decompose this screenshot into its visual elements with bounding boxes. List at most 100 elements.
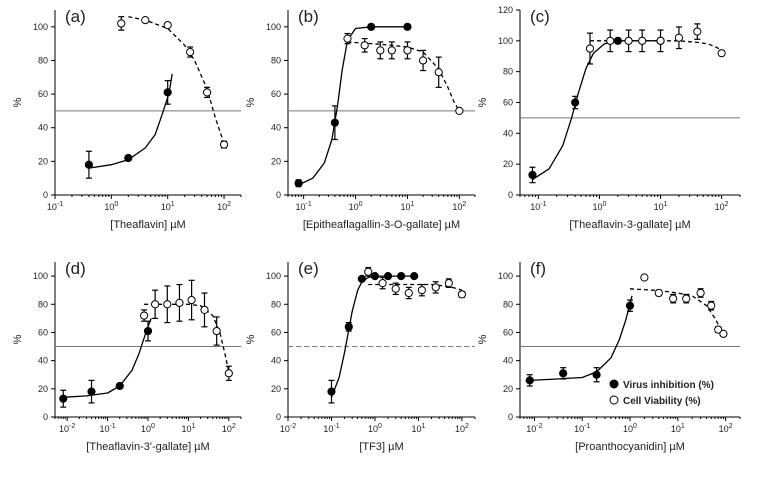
data-point-viability <box>151 300 160 309</box>
fit-curve-virus <box>88 73 173 169</box>
data-point-viability <box>219 140 229 149</box>
data-point-viability <box>640 273 649 282</box>
y-tick-label: 100 <box>266 22 281 32</box>
data-point-viability <box>200 305 209 315</box>
x-tick-exponent: 1 <box>171 201 175 208</box>
x-tick-mantissa: 10 <box>452 202 462 212</box>
panel-label: (c) <box>530 7 550 26</box>
x-axis-label: [Theaflavin-3-gallate] µM <box>569 219 690 231</box>
data-point-viability <box>444 279 453 288</box>
y-tick-label: 80 <box>271 55 281 65</box>
y-axis-label: % <box>477 334 489 344</box>
x-tick-exponent: 1 <box>191 423 195 430</box>
x-tick-label: 101 <box>411 423 425 434</box>
x-tick-label: 100 <box>623 423 637 434</box>
y-tick-label: 80 <box>38 299 48 309</box>
data-point-virus <box>525 376 534 385</box>
fit-curve-virus <box>298 26 408 186</box>
y-tick-label: 80 <box>271 299 281 309</box>
y-tick-label: 20 <box>271 384 281 394</box>
panel-label: (f) <box>530 259 546 278</box>
x-tick-mantissa: 10 <box>349 202 359 212</box>
fit-curve-virus <box>532 40 661 181</box>
data-point-viability <box>654 288 663 298</box>
data-point-viability <box>719 329 728 338</box>
x-axis-label: [TF3] µM <box>359 441 403 453</box>
x-tick-exponent: -1 <box>306 201 312 208</box>
y-tick-label: 20 <box>38 384 48 394</box>
x-tick-label: 102 <box>217 201 231 212</box>
x-tick-exponent: 0 <box>151 423 155 430</box>
data-point-virus <box>357 274 366 284</box>
data-point-viability <box>387 46 396 55</box>
data-point-viability <box>624 36 633 45</box>
data-point-viability <box>585 44 595 53</box>
fit-curve-viability <box>368 283 463 291</box>
x-tick-mantissa: 10 <box>59 424 69 434</box>
panel-label: (e) <box>298 259 319 278</box>
y-tick-label: 40 <box>503 128 513 138</box>
x-tick-exponent: 1 <box>421 423 425 430</box>
x-tick-exponent: 1 <box>681 423 685 430</box>
x-tick-mantissa: 10 <box>411 424 421 434</box>
x-tick-exponent: 0 <box>359 201 363 208</box>
x-tick-mantissa: 10 <box>455 424 465 434</box>
x-tick-label: 10-1 <box>47 201 63 212</box>
data-point-viability <box>376 46 385 55</box>
data-point-viability <box>418 56 428 65</box>
x-tick-exponent: 0 <box>603 201 607 208</box>
y-tick-label: 60 <box>503 98 513 108</box>
x-tick-label: 100 <box>141 423 155 434</box>
data-point-virus <box>528 170 537 180</box>
x-tick-exponent: 2 <box>465 423 469 430</box>
data-point-viability <box>696 288 705 298</box>
data-point-viability <box>139 311 149 320</box>
y-axis-label: % <box>477 97 489 107</box>
y-tick-label: 60 <box>271 327 281 337</box>
y-tick-label: 60 <box>38 327 48 337</box>
data-point-viability <box>434 68 443 77</box>
x-tick-label: 101 <box>654 201 668 212</box>
x-tick-label: 101 <box>400 201 414 212</box>
x-tick-mantissa: 10 <box>104 202 114 212</box>
data-point-viability <box>404 288 413 298</box>
x-tick-mantissa: 10 <box>623 424 633 434</box>
data-point-virus <box>87 387 96 396</box>
x-tick-exponent: 2 <box>227 201 231 208</box>
data-point-viability <box>674 33 684 42</box>
data-point-virus <box>403 22 412 31</box>
x-tick-mantissa: 10 <box>593 202 603 212</box>
data-point-virus <box>397 271 406 281</box>
data-point-viability <box>117 19 126 28</box>
x-tick-mantissa: 10 <box>719 424 729 434</box>
y-axis-label: % <box>12 97 24 107</box>
x-tick-label: 10-2 <box>59 423 75 434</box>
x-tick-label: 101 <box>671 423 685 434</box>
fit-curve-virus <box>63 318 152 398</box>
data-point-viability <box>141 15 150 25</box>
x-tick-exponent: 2 <box>725 201 729 208</box>
x-tick-label: 100 <box>593 201 607 212</box>
x-tick-label: 102 <box>719 423 733 434</box>
x-tick-mantissa: 10 <box>323 424 333 434</box>
y-tick-label: 0 <box>43 190 48 200</box>
y-tick-label: 60 <box>271 89 281 99</box>
legend-label-virus: Virus inhibition (%) <box>623 380 714 391</box>
x-tick-mantissa: 10 <box>671 424 681 434</box>
data-point-viability <box>682 294 691 303</box>
data-point-viability <box>163 21 172 30</box>
legend-label-viability: Cell Viability (%) <box>623 396 701 407</box>
x-tick-exponent: -2 <box>290 423 296 430</box>
x-tick-exponent: 1 <box>411 201 415 208</box>
x-tick-exponent: -2 <box>536 423 542 430</box>
x-tick-mantissa: 10 <box>280 424 290 434</box>
data-point-virus <box>383 271 393 281</box>
panel-label: (a) <box>65 7 86 26</box>
data-point-virus <box>559 369 568 378</box>
x-tick-exponent: 0 <box>378 423 382 430</box>
x-tick-mantissa: 10 <box>181 424 191 434</box>
